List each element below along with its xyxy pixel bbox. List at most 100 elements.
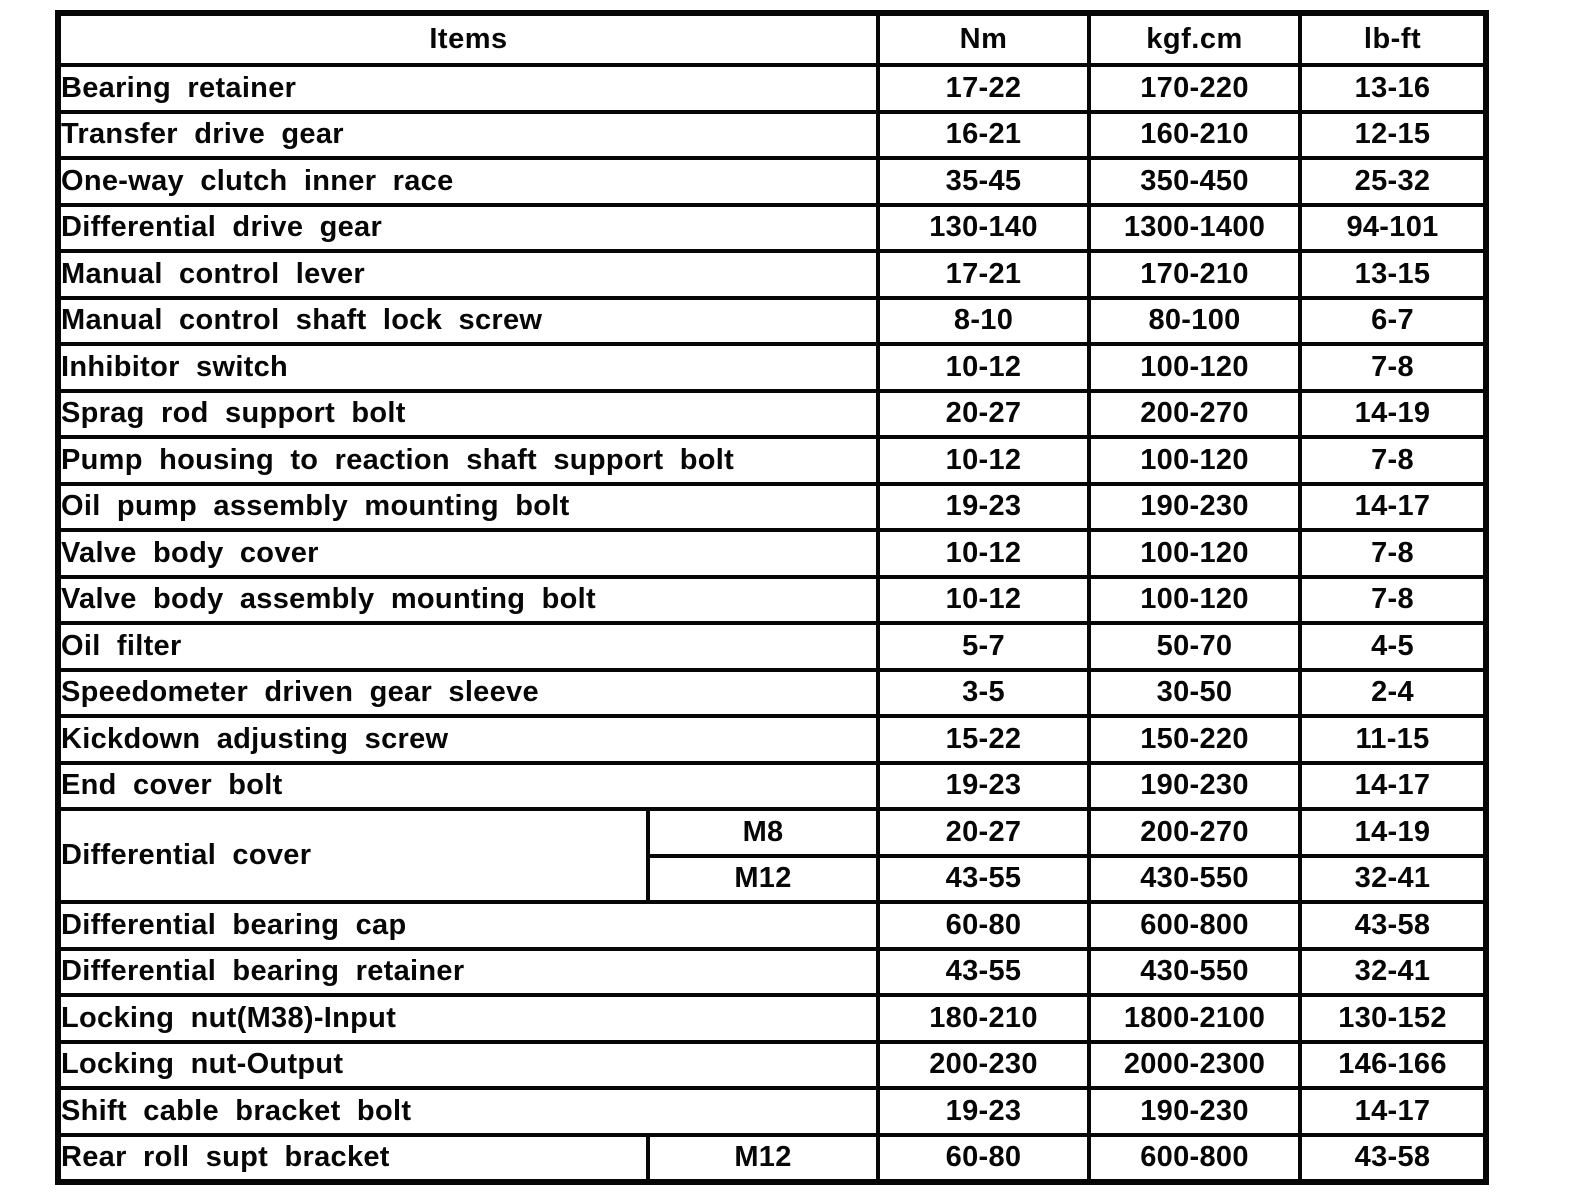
table-header-row: Items Nm kgf.cm lb-ft	[55, 11, 1489, 67]
item-cell: Valve body assembly mounting bolt	[55, 574, 881, 625]
kgfcm-cell: 200-270	[1087, 807, 1303, 858]
item-cell: Manual control shaft lock screw	[55, 295, 881, 346]
table-row: Pump housing to reaction shaft support b…	[55, 435, 1489, 486]
table-row: Locking nut-Output 200-230 2000-2300 146…	[55, 1039, 1489, 1090]
nm-cell: 130-140	[876, 202, 1092, 253]
table-row-differential-cover-m12: M12 43-55 430-550 32-41	[58, 853, 1489, 904]
table-row: Sprag rod support bolt 20-27 200-270 14-…	[55, 388, 1489, 439]
nm-cell: 17-22	[876, 63, 1092, 114]
nm-cell: 10-12	[876, 528, 1092, 579]
item-cell: Inhibitor switch	[55, 342, 881, 393]
lbft-cell: 25-32	[1298, 156, 1489, 207]
item-cell: Oil filter	[55, 621, 881, 672]
table-row: Valve body cover 10-12 100-120 7-8	[55, 528, 1489, 579]
size-cell: M12	[645, 1132, 881, 1184]
lbft-cell: 43-58	[1298, 900, 1489, 951]
lbft-cell: 7-8	[1298, 435, 1489, 486]
lbft-cell: 32-41	[1298, 946, 1489, 997]
item-cell: Shift cable bracket bolt	[55, 1086, 881, 1137]
item-cell: Differential bearing retainer	[55, 946, 881, 997]
kgfcm-cell: 430-550	[1087, 946, 1303, 997]
kgfcm-cell: 100-120	[1087, 528, 1303, 579]
table-row: Shift cable bracket bolt 19-23 190-230 1…	[55, 1086, 1489, 1137]
nm-cell: 43-55	[876, 946, 1092, 997]
kgfcm-cell: 350-450	[1087, 156, 1303, 207]
item-cell: Speedometer driven gear sleeve	[55, 667, 881, 718]
size-cell: M12	[645, 853, 881, 904]
kgfcm-cell: 190-230	[1087, 760, 1303, 811]
lbft-cell: 43-58	[1298, 1132, 1489, 1184]
nm-cell: 180-210	[876, 993, 1092, 1044]
nm-cell: 5-7	[876, 621, 1092, 672]
table-row: Oil pump assembly mounting bolt 19-23 19…	[55, 481, 1489, 532]
kgfcm-cell: 150-220	[1087, 714, 1303, 765]
lbft-cell: 146-166	[1298, 1039, 1489, 1090]
lbft-cell: 14-19	[1298, 388, 1489, 439]
kgfcm-cell: 160-210	[1087, 109, 1303, 160]
lbft-cell: 14-17	[1298, 481, 1489, 532]
table-row-rear-roll-supt-bracket: Rear roll supt bracket M12 60-80 600-800…	[56, 1132, 1489, 1184]
header-kgfcm: kgf.cm	[1087, 11, 1303, 67]
item-cell: Differential bearing cap	[55, 900, 881, 951]
table-row: End cover bolt 19-23 190-230 14-17	[55, 760, 1489, 811]
lbft-cell: 130-152	[1298, 993, 1489, 1044]
header-items: Items	[55, 11, 881, 67]
nm-cell: 3-5	[876, 667, 1092, 718]
lbft-cell: 7-8	[1298, 528, 1489, 579]
nm-cell: 19-23	[876, 481, 1092, 532]
lbft-cell: 12-15	[1298, 109, 1489, 160]
table-row: Differential drive gear 130-140 1300-140…	[55, 202, 1489, 253]
lbft-cell: 2-4	[1298, 667, 1489, 718]
item-cell: Locking nut-Output	[55, 1039, 881, 1090]
table-row-differential-cover-m8: Differential cover M8 20-27 200-270 14-1…	[56, 807, 1489, 904]
kgfcm-cell: 1800-2100	[1087, 993, 1303, 1044]
kgfcm-cell: 100-120	[1087, 435, 1303, 486]
item-cell: End cover bolt	[55, 760, 881, 811]
kgfcm-cell: 50-70	[1087, 621, 1303, 672]
kgfcm-cell: 100-120	[1087, 574, 1303, 625]
nm-cell: 60-80	[876, 1132, 1092, 1184]
item-cell: Sprag rod support bolt	[55, 388, 881, 439]
nm-cell: 10-12	[876, 342, 1092, 393]
table-row: One-way clutch inner race 35-45 350-450 …	[55, 156, 1489, 207]
table-row: Manual control shaft lock screw 8-10 80-…	[55, 295, 1489, 346]
table-row: Manual control lever 17-21 170-210 13-15	[55, 249, 1489, 300]
lbft-cell: 7-8	[1298, 342, 1489, 393]
lbft-cell: 6-7	[1298, 295, 1489, 346]
kgfcm-cell: 190-230	[1087, 1086, 1303, 1137]
lbft-cell: 11-15	[1298, 714, 1489, 765]
item-cell: Bearing retainer	[55, 63, 881, 114]
nm-cell: 19-23	[876, 760, 1092, 811]
kgfcm-cell: 430-550	[1087, 853, 1303, 904]
kgfcm-cell: 170-210	[1087, 249, 1303, 300]
lbft-cell: 32-41	[1298, 853, 1489, 904]
lbft-cell: 13-15	[1298, 249, 1489, 300]
item-cell: Oil pump assembly mounting bolt	[55, 481, 881, 532]
kgfcm-cell: 200-270	[1087, 388, 1303, 439]
item-cell: Locking nut(M38)-Input	[55, 993, 881, 1044]
lbft-cell: 7-8	[1298, 574, 1489, 625]
item-cell: Differential cover	[56, 807, 650, 904]
lbft-cell: 4-5	[1298, 621, 1489, 672]
header-nm: Nm	[876, 11, 1092, 67]
nm-cell: 20-27	[876, 807, 1092, 858]
header-lbft: lb-ft	[1298, 11, 1489, 67]
nm-cell: 16-21	[876, 109, 1092, 160]
lbft-cell: 14-17	[1298, 1086, 1489, 1137]
item-cell: Manual control lever	[55, 249, 881, 300]
kgfcm-cell: 170-220	[1087, 63, 1303, 114]
table-row: Valve body assembly mounting bolt 10-12 …	[55, 574, 1489, 625]
kgfcm-cell: 2000-2300	[1087, 1039, 1303, 1090]
table-row: Differential bearing cap 60-80 600-800 4…	[55, 900, 1489, 951]
item-cell: Transfer drive gear	[55, 109, 881, 160]
kgfcm-cell: 600-800	[1087, 900, 1303, 951]
lbft-cell: 94-101	[1298, 202, 1489, 253]
table-row: Inhibitor switch 10-12 100-120 7-8	[55, 342, 1489, 393]
nm-cell: 200-230	[876, 1039, 1092, 1090]
kgfcm-cell: 600-800	[1087, 1132, 1303, 1184]
table-row: Kickdown adjusting screw 15-22 150-220 1…	[55, 714, 1489, 765]
item-cell: Differential drive gear	[55, 202, 881, 253]
nm-cell: 10-12	[876, 574, 1092, 625]
item-cell: Kickdown adjusting screw	[55, 714, 881, 765]
